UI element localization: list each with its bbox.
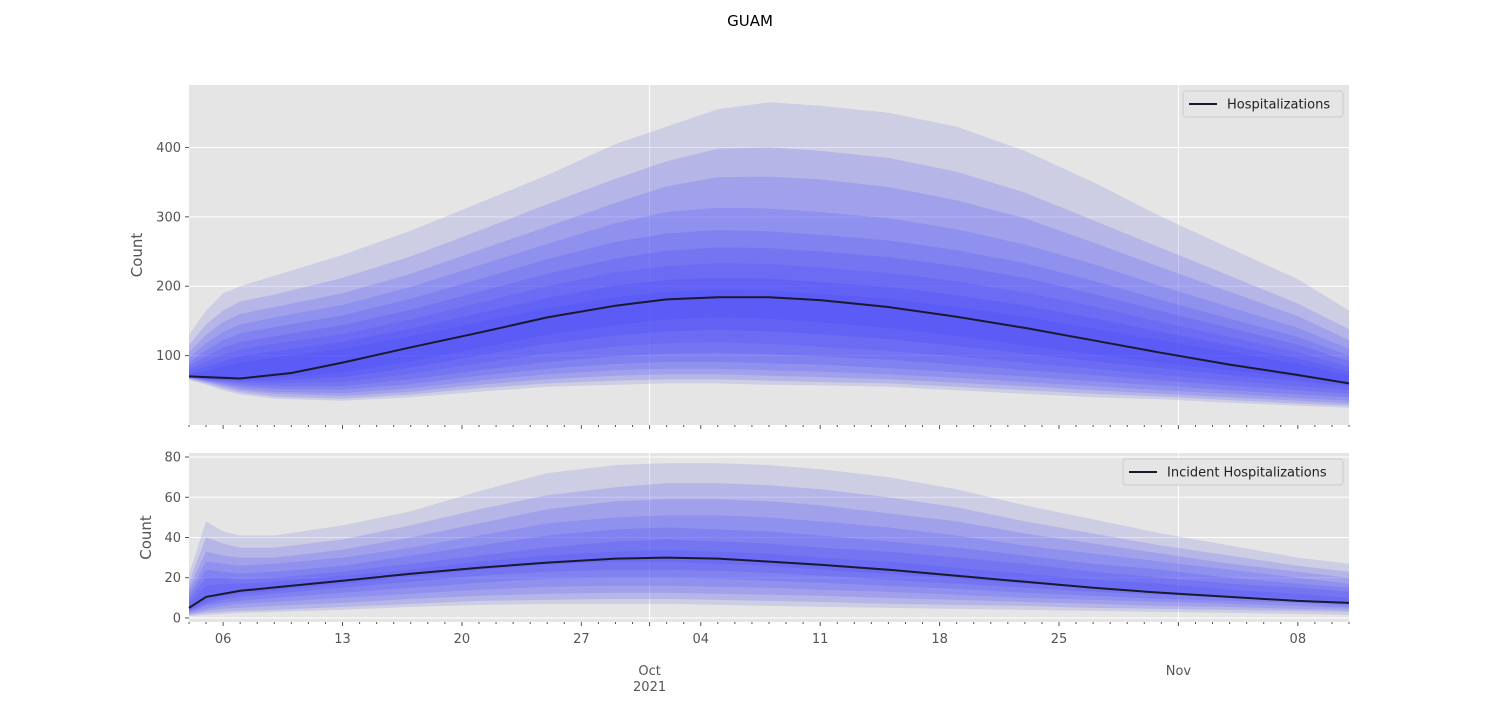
x-tick-label-3: 27 xyxy=(573,632,590,647)
x-year-label-0: 2021 xyxy=(633,680,666,695)
uncertainty-band-top-7 xyxy=(189,277,1349,387)
legend-bottom: Incident Hospitalizations xyxy=(1122,458,1344,486)
uncertainty-band-bottom-0 xyxy=(189,463,1349,616)
uncertainty-band-top-3 xyxy=(189,207,1349,401)
legend-box-bottom xyxy=(1122,458,1344,486)
y-tick-label-top-3: 400 xyxy=(156,141,181,156)
y-tick-label-bottom-0: 0 xyxy=(173,611,181,626)
x-tick-label-2: 20 xyxy=(454,632,471,647)
uncertainty-band-bottom-3 xyxy=(189,515,1349,613)
uncertainty-band-top-2 xyxy=(189,176,1349,404)
uncertainty-band-bottom-6 xyxy=(189,549,1349,610)
uncertainty-band-top-4 xyxy=(189,230,1349,398)
y-axis-label-bottom: Count xyxy=(137,515,155,560)
x-tick-label-0: 06 xyxy=(215,632,232,647)
legend-label-bottom: Incident Hospitalizations xyxy=(1167,466,1327,481)
y-tick-label-top-0: 100 xyxy=(156,349,181,364)
median-line-top-0 xyxy=(188,296,1350,385)
uncertainty-band-bottom-4 xyxy=(189,527,1349,612)
median-line-bottom-0 xyxy=(188,556,1350,609)
uncertainty-band-bottom-5 xyxy=(189,539,1349,611)
plot-area-top xyxy=(189,85,1349,425)
uncertainty-band-top-0 xyxy=(189,102,1349,408)
legend-label-top: Hospitalizations xyxy=(1227,98,1330,113)
incident-hospitalizations-panel: 0 20 40 60 80 Count Incident Hospitalizations xyxy=(137,451,1350,626)
x-tick-label-1: 13 xyxy=(334,632,351,647)
x-month-label-0: Oct xyxy=(638,664,660,679)
x-tick-label-5: 11 xyxy=(812,632,829,647)
x-tick-label-8: 08 xyxy=(1290,632,1307,647)
y-tick-label-top-1: 200 xyxy=(156,280,181,295)
figure-title: GUAM xyxy=(727,12,773,30)
y-tick-label-bottom-3: 60 xyxy=(164,491,181,506)
uncertainty-band-top-6 xyxy=(189,263,1349,391)
y-tick-label-top-2: 300 xyxy=(156,210,181,225)
y-axis-label-top: Count xyxy=(128,233,146,278)
y-tick-label-bottom-4: 80 xyxy=(164,451,181,466)
hospitalizations-panel: 100 200 300 400 Count Hospitalizations xyxy=(128,85,1350,429)
uncertainty-band-top-1 xyxy=(189,147,1349,406)
y-tick-label-bottom-2: 40 xyxy=(164,531,181,546)
uncertainty-band-bottom-1 xyxy=(189,483,1349,615)
uncertainty-band-top-5 xyxy=(189,247,1349,394)
legend-box-top xyxy=(1182,90,1344,118)
uncertainty-band-top-8 xyxy=(189,289,1349,383)
x-month-label-1: Nov xyxy=(1166,664,1192,679)
x-tick-label-4: 04 xyxy=(692,632,709,647)
x-tick-label-6: 18 xyxy=(931,632,948,647)
y-tick-label-bottom-1: 20 xyxy=(164,571,181,586)
x-tick-label-7: 25 xyxy=(1051,632,1068,647)
legend-top: Hospitalizations xyxy=(1182,90,1344,118)
